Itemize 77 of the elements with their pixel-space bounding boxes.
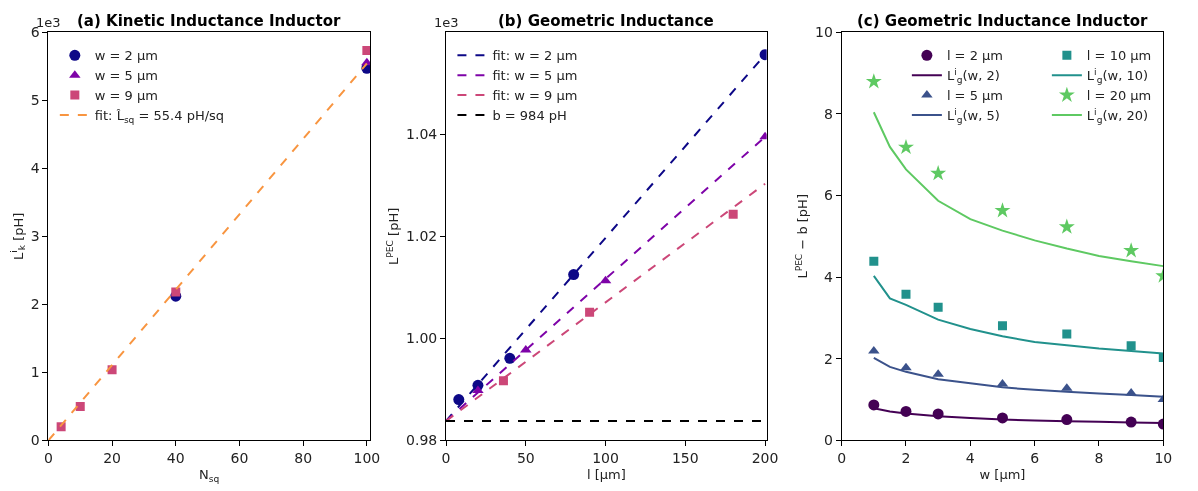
legend-label: fit: L̂$_{sq}$ = 55.4 pH/sq [94, 108, 225, 125]
point [865, 73, 882, 89]
x-tick-label: 150 [671, 450, 699, 467]
legend-label: L$^{i}$$_{g}$(w, 5) [946, 106, 1000, 125]
y-tick-label: 0 [823, 432, 833, 449]
legend-label: fit: w = 9 μm [492, 88, 578, 104]
x-axis-title: w [μm] [979, 466, 1026, 482]
x-tick-label: 100 [592, 450, 619, 467]
y-tick-label: 8 [823, 105, 833, 122]
y-tick-label: 4 [823, 269, 833, 286]
point [994, 202, 1011, 218]
point [1062, 329, 1072, 339]
x-axis-title: N$_{sq}$ [199, 466, 220, 484]
legend-label: w = 2 μm [94, 48, 158, 64]
legend-label: fit: w = 5 μm [492, 68, 578, 84]
point [930, 165, 947, 181]
point [1123, 242, 1140, 258]
legend-label: L$^{i}$$_{g}$(w, 10) [1086, 66, 1149, 85]
point [1058, 218, 1075, 234]
text: 1e3 [434, 15, 459, 30]
chart-title: (b) Geometric Inductance [498, 12, 714, 30]
legend-label: l = 2 μm [946, 48, 1003, 64]
point [1126, 341, 1136, 351]
x-axis-title: l [μm] [586, 466, 626, 482]
x-tick-label: 0 [441, 450, 451, 467]
x-tick-label: 6 [1030, 450, 1040, 467]
y-tick-label: 10 [815, 24, 833, 41]
point [898, 138, 914, 155]
point [171, 287, 181, 297]
y-tick-label: 2 [823, 350, 833, 367]
x-tick-label: 100 [353, 450, 381, 467]
x-tick-label: 200 [751, 450, 779, 467]
y-tick-label: 4 [30, 160, 40, 177]
x-tick-label: 20 [103, 450, 121, 467]
x-tick-label: 50 [516, 450, 535, 467]
y-tick-label: 1.00 [406, 330, 438, 347]
y-tick-label: 1.04 [406, 126, 438, 143]
x-tick-label: 0 [43, 450, 53, 467]
y-tick-label: 0.98 [406, 432, 438, 449]
y-tick-label: 6 [823, 187, 833, 204]
point [75, 401, 85, 411]
x-tick-label: 2 [901, 450, 911, 467]
chart-title: (c) Geometric Inductance Inductor [857, 12, 1149, 30]
x-tick-label: 40 [166, 450, 185, 467]
y-tick-label: 3 [30, 228, 40, 245]
x-tick-label: 4 [965, 450, 975, 467]
point [869, 256, 879, 266]
point [498, 376, 508, 386]
x-tick-label: 0 [837, 450, 847, 467]
y-tick-label: 1 [30, 364, 40, 381]
point [997, 321, 1007, 331]
point [568, 269, 580, 281]
legend-label: w = 9 μm [94, 88, 158, 104]
point [901, 289, 911, 299]
x-tick-label: 10 [1154, 450, 1173, 467]
point [362, 46, 371, 56]
legend-label: l = 5 μm [946, 88, 1003, 104]
point [504, 352, 516, 364]
point [933, 302, 943, 312]
x-tick-label: 60 [230, 450, 249, 467]
chart-title: (a) Kinetic Inductance Inductor [77, 12, 341, 30]
x-tick-label: 80 [294, 450, 313, 467]
y-tick-label: 1.02 [406, 228, 438, 245]
legend-label: l = 10 μm [1086, 48, 1152, 64]
y-tick-label: 5 [30, 92, 40, 109]
legend-label: fit: w = 2 μm [492, 48, 578, 64]
legend-label: b = 984 pH [492, 108, 567, 124]
legend-label: L$^{i}$$_{g}$(w, 20) [1086, 106, 1149, 125]
point [361, 57, 371, 66]
y-tick-label: 0 [30, 432, 40, 449]
y-tick-label: 2 [30, 296, 40, 313]
legend-label: l = 20 μm [1086, 88, 1152, 104]
x-tick-label: 8 [1094, 450, 1104, 467]
legend-label: w = 5 μm [94, 68, 158, 84]
point [900, 362, 912, 371]
legend-label: L$^{i}$$_{g}$(w, 2) [946, 66, 1000, 85]
point [728, 209, 738, 219]
